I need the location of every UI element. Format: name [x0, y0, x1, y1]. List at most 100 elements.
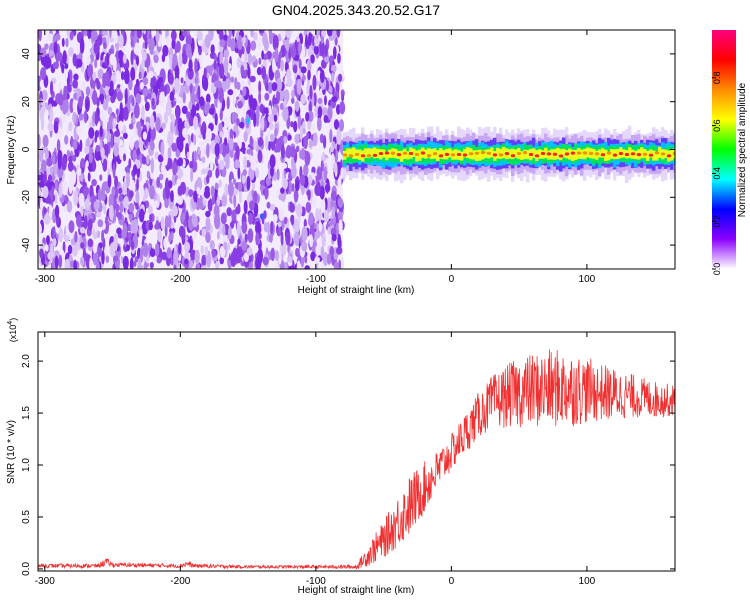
noise-speckle — [324, 183, 331, 193]
noise-speckle — [54, 180, 58, 191]
noise-speckle — [288, 256, 293, 264]
noise-speckle — [118, 187, 123, 195]
noise-speckle — [217, 102, 221, 115]
noise-speckle — [87, 64, 94, 78]
noise-speckle — [236, 220, 241, 237]
signal-band-cell — [348, 148, 353, 157]
noise-speckle — [237, 35, 243, 51]
noise-speckle — [151, 97, 155, 107]
noise-speckle — [302, 121, 306, 131]
noise-speckle — [275, 138, 282, 153]
spectrogram-y-tick-label: 40 — [21, 48, 32, 60]
noise-speckle — [187, 189, 194, 197]
noise-speckle — [319, 40, 326, 57]
signal-peak — [372, 153, 378, 157]
signal-band-cell — [459, 151, 464, 161]
noise-speckle — [43, 213, 51, 225]
noise-speckle — [99, 174, 103, 182]
signal-band-cell — [597, 149, 602, 158]
signal-peak — [588, 151, 594, 156]
snr-x-tick-label: 100 — [579, 576, 596, 587]
noise-speckle — [94, 130, 98, 140]
noise-speckle — [205, 231, 211, 244]
noise-speckle — [61, 63, 65, 74]
noise-speckle — [154, 200, 159, 208]
noise-speckle — [122, 153, 127, 162]
noise-speckle — [177, 117, 183, 133]
noise-speckle — [109, 53, 116, 66]
signal-band-cell — [393, 148, 398, 159]
noise-speckle — [69, 98, 74, 113]
snr-y-tick-label: 2.0 — [21, 354, 32, 368]
noise-speckle — [290, 45, 297, 59]
signal-peak — [396, 152, 402, 157]
noise-speckle — [250, 40, 257, 51]
noise-speckle — [124, 166, 130, 173]
noise-speckle — [272, 34, 279, 51]
noise-speckle — [74, 230, 78, 243]
noise-speckle — [205, 93, 211, 104]
noise-speckle — [294, 100, 300, 112]
noise-speckle — [341, 93, 345, 102]
noise-speckle — [165, 35, 172, 46]
noise-speckle — [155, 117, 161, 132]
noise-speckle — [79, 173, 84, 183]
noise-speckle — [247, 53, 253, 66]
noise-speckle — [286, 68, 292, 80]
noise-speckle — [191, 230, 198, 240]
noise-speckle — [333, 30, 337, 40]
noise-speckle — [97, 68, 104, 80]
noise-speckle — [194, 76, 199, 85]
noise-speckle — [301, 74, 306, 82]
snr-y-ticks: 0.0 0.5 1.0 1.5 2.0 — [21, 354, 675, 576]
noise-speckle — [101, 181, 109, 191]
noise-speckle — [273, 114, 278, 122]
noise-speckle — [57, 82, 62, 92]
noise-speckle — [283, 216, 288, 225]
noise-speckle — [42, 185, 49, 199]
noise-speckle — [256, 104, 260, 114]
noise-speckle — [197, 85, 201, 101]
noise-speckle — [268, 30, 273, 37]
signal-peak — [546, 152, 552, 156]
noise-speckle — [218, 143, 223, 155]
noise-speckle — [38, 30, 42, 42]
noise-speckle — [200, 168, 208, 175]
signal-band-cell — [510, 148, 515, 160]
signal-peak — [462, 153, 468, 157]
noise-speckle — [261, 50, 265, 60]
noise-speckle — [268, 122, 274, 131]
noise-speckle — [219, 159, 225, 170]
noise-speckle — [225, 154, 230, 170]
noise-speckle — [231, 209, 237, 222]
noise-speckle — [222, 224, 226, 237]
noise-speckle — [132, 149, 136, 163]
noise-speckle — [199, 55, 203, 68]
noise-speckle — [150, 75, 157, 87]
signal-peak — [534, 154, 540, 158]
noise-speckle — [280, 59, 284, 72]
noise-speckle — [190, 133, 194, 143]
noise-speckle — [260, 117, 265, 132]
noise-speckle — [333, 162, 338, 173]
signal-peak — [384, 151, 390, 155]
noise-speckle — [338, 259, 342, 269]
noise-speckle — [75, 214, 83, 228]
noise-speckle — [159, 182, 163, 190]
noise-speckle — [49, 251, 55, 259]
spectrogram-y-axis-label: Frequency (Hz) — [6, 116, 17, 185]
noise-speckle — [333, 119, 340, 130]
noise-speckle — [54, 255, 59, 269]
noise-speckle — [87, 172, 91, 182]
noise-speckle — [121, 145, 126, 154]
spectrogram-x-tick-label: 0 — [449, 274, 455, 285]
noise-speckle — [162, 44, 169, 57]
noise-speckle — [205, 128, 212, 142]
noise-speckle — [311, 196, 316, 208]
signal-peak — [522, 151, 528, 155]
signal-band-cell — [375, 148, 380, 158]
noise-speckle — [299, 125, 303, 141]
signal-band-cell — [501, 146, 506, 159]
noise-speckle — [129, 257, 134, 269]
